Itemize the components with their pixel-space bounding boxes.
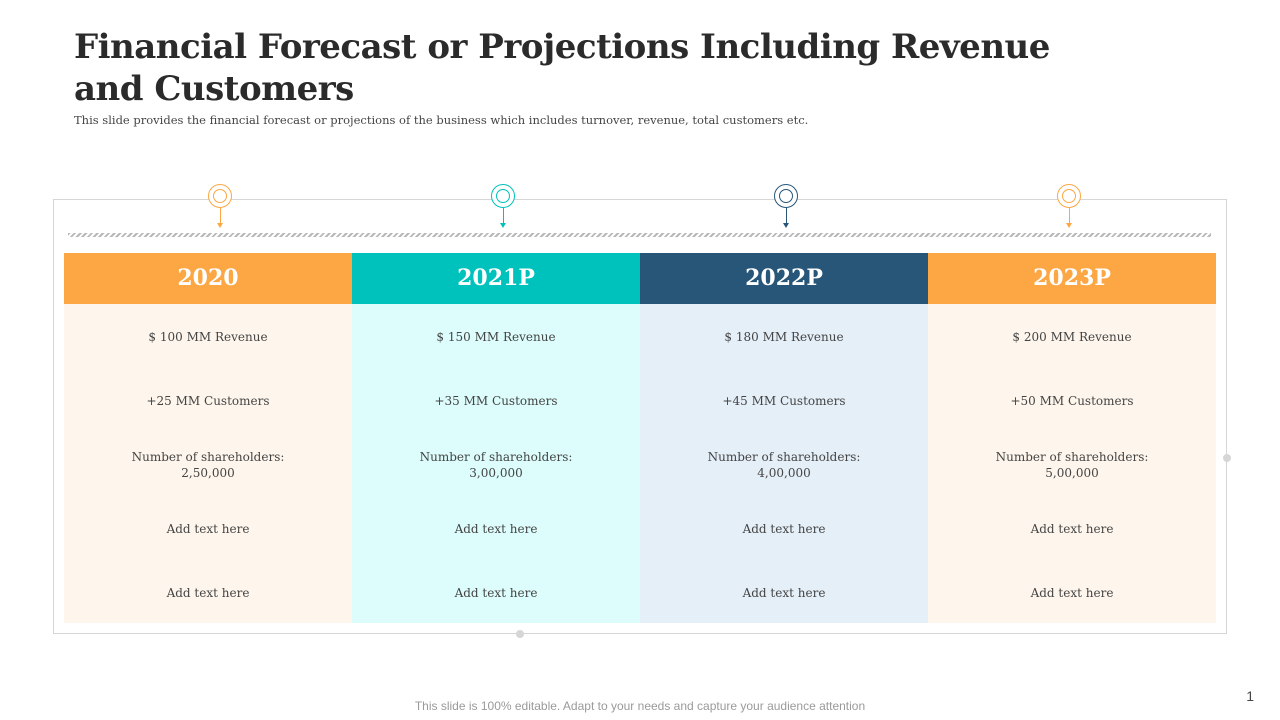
shareholders-label: Number of shareholders:	[131, 450, 285, 464]
placeholder-text: Add text here	[166, 522, 250, 536]
slide-subtitle: This slide provides the financial foreca…	[74, 113, 809, 127]
placeholder-text: Add text here	[742, 586, 826, 600]
shareholders-value: 5,00,000	[1045, 466, 1099, 480]
column-body: $ 150 MM Revenue +35 MM Customers Number…	[352, 304, 640, 623]
customers-text: +25 MM Customers	[146, 394, 270, 408]
shareholders-label: Number of shareholders:	[707, 450, 861, 464]
placeholder-text: Add text here	[1030, 522, 1114, 536]
column-2022p: 2022P $ 180 MM Revenue +45 MM Customers …	[640, 253, 928, 623]
shareholders-value: 2,50,000	[181, 466, 235, 480]
placeholder-text: Add text here	[742, 522, 826, 536]
column-2023p: 2023P $ 200 MM Revenue +50 MM Customers …	[928, 253, 1216, 623]
column-body: $ 100 MM Revenue +25 MM Customers Number…	[64, 304, 352, 623]
column-body: $ 200 MM Revenue +50 MM Customers Number…	[928, 304, 1216, 623]
shareholders-label: Number of shareholders:	[995, 450, 1149, 464]
revenue-text: $ 100 MM Revenue	[148, 330, 268, 344]
marker-2020	[208, 184, 234, 230]
dashed-divider	[68, 233, 1211, 237]
placeholder-text: Add text here	[454, 586, 538, 600]
placeholder-text: Add text here	[166, 586, 250, 600]
customers-text: +35 MM Customers	[434, 394, 558, 408]
column-year: 2022P	[640, 253, 928, 304]
column-2020: 2020 $ 100 MM Revenue +25 MM Customers N…	[64, 253, 352, 623]
page-number: 1	[1246, 688, 1254, 704]
slide-title: Financial Forecast or Projections Includ…	[74, 27, 1050, 109]
shareholders-value: 4,00,000	[757, 466, 811, 480]
column-body: $ 180 MM Revenue +45 MM Customers Number…	[640, 304, 928, 623]
placeholder-text: Add text here	[1030, 586, 1114, 600]
frame-dot-bottom	[516, 630, 524, 638]
customers-text: +50 MM Customers	[1010, 394, 1134, 408]
marker-ring-icon	[1057, 184, 1081, 208]
marker-ring-icon	[774, 184, 798, 208]
revenue-text: $ 150 MM Revenue	[436, 330, 556, 344]
revenue-text: $ 180 MM Revenue	[724, 330, 844, 344]
marker-ring-icon	[491, 184, 515, 208]
column-year: 2021P	[352, 253, 640, 304]
customers-text: +45 MM Customers	[722, 394, 846, 408]
marker-2021p	[491, 184, 517, 230]
marker-2023p	[1057, 184, 1083, 230]
frame-dot-right	[1223, 454, 1231, 462]
placeholder-text: Add text here	[454, 522, 538, 536]
shareholders-label: Number of shareholders:	[419, 450, 573, 464]
shareholders-value: 3,00,000	[469, 466, 523, 480]
column-year: 2023P	[928, 253, 1216, 304]
marker-2022p	[774, 184, 800, 230]
revenue-text: $ 200 MM Revenue	[1012, 330, 1132, 344]
column-2021p: 2021P $ 150 MM Revenue +35 MM Customers …	[352, 253, 640, 623]
marker-ring-icon	[208, 184, 232, 208]
column-year: 2020	[64, 253, 352, 304]
footer-note: This slide is 100% editable. Adapt to yo…	[414, 699, 866, 713]
